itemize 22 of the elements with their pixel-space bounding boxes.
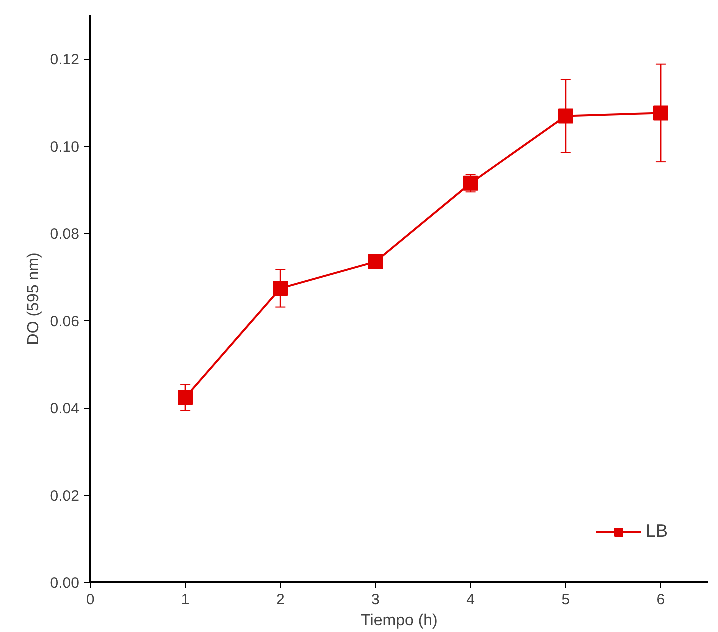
y-tick-label: 0.00 xyxy=(50,575,80,592)
x-tick-label: 4 xyxy=(466,592,475,608)
x-tick-label: 3 xyxy=(372,592,380,608)
point xyxy=(653,106,668,121)
y-axis-title: DO (595 nm) xyxy=(25,252,42,346)
point xyxy=(368,254,384,270)
x-axis-title: Tiempo (h) xyxy=(361,612,438,630)
point xyxy=(273,281,288,296)
point xyxy=(558,108,574,124)
y-tick-label: 0.02 xyxy=(50,488,80,505)
point xyxy=(178,390,194,406)
x-tick-label: 2 xyxy=(276,592,285,608)
y-tick-label: 0.08 xyxy=(50,226,80,244)
legend-label: LB xyxy=(646,521,668,542)
y-tick-label: 0.04 xyxy=(50,400,80,418)
y-tick-label: 0.10 xyxy=(50,138,80,156)
x-tick-label: 5 xyxy=(562,592,570,608)
x-tick-label: 0 xyxy=(86,592,95,608)
y-tick-label: 0.06 xyxy=(50,313,80,330)
y-tick-label: 0.12 xyxy=(50,52,80,69)
x-tick-label: 6 xyxy=(656,592,666,608)
x-tick-label: 1 xyxy=(181,592,190,608)
